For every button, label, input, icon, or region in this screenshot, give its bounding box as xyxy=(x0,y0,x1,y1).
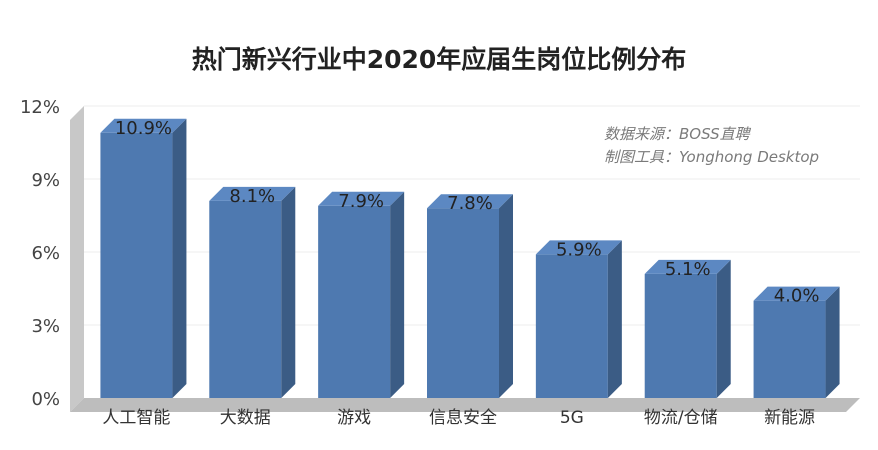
bar xyxy=(644,259,731,398)
bar-side xyxy=(716,259,731,398)
bar xyxy=(427,194,513,398)
bar-side xyxy=(825,286,840,398)
value-label: 7.9% xyxy=(338,191,384,212)
bar-top xyxy=(753,286,840,301)
bar-top xyxy=(209,186,296,201)
value-label: 7.8% xyxy=(447,193,493,214)
value-labels: 10.9% 8.1% 7.9% 7.8% 5.9% 5.1% 4.0% xyxy=(115,118,820,307)
bar xyxy=(209,186,296,398)
bars xyxy=(100,118,840,399)
bar-front xyxy=(100,132,173,398)
bar-top xyxy=(318,191,405,206)
chart-walls xyxy=(70,106,860,412)
y-tick-label: 3% xyxy=(31,316,60,337)
bar-side xyxy=(499,194,513,398)
bar-front xyxy=(318,205,391,398)
bar-front xyxy=(535,254,608,398)
bar-front xyxy=(209,200,282,398)
bar-top xyxy=(644,259,731,274)
bar-top xyxy=(535,240,622,255)
x-tick-label: 物流/仓储 xyxy=(644,408,718,428)
value-label: 5.9% xyxy=(556,239,602,260)
bar-front xyxy=(753,300,826,398)
floor xyxy=(70,398,860,412)
y-tick-label: 9% xyxy=(31,170,60,191)
bar-side xyxy=(281,186,296,398)
x-tick-label: 信息安全 xyxy=(429,408,497,428)
bar-front xyxy=(427,208,499,398)
source-annotation: 数据来源：BOSS直聘 xyxy=(604,125,750,143)
y-tick-label: 12% xyxy=(20,97,60,118)
side-wall xyxy=(70,106,84,412)
x-tick-label: 新能源 xyxy=(764,408,815,428)
y-axis-labels: 0% 3% 6% 9% 12% xyxy=(20,97,60,410)
value-label: 10.9% xyxy=(115,118,172,139)
x-tick-label: 游戏 xyxy=(337,408,371,428)
x-axis-labels: 人工智能 大数据 游戏 信息安全 5G 物流/仓储 新能源 xyxy=(102,408,815,428)
x-tick-label: 大数据 xyxy=(220,408,271,428)
bar-side xyxy=(390,191,405,398)
x-tick-label: 5G xyxy=(560,408,584,428)
bar xyxy=(753,286,840,398)
chart-title: 热门新兴行业中2020年应届生岗位比例分布 xyxy=(191,45,687,74)
x-tick-label: 人工智能 xyxy=(102,408,170,428)
tool-annotation: 制图工具：Yonghong Desktop xyxy=(604,148,820,166)
bar-side xyxy=(607,240,622,398)
bar-side xyxy=(172,118,187,399)
bar xyxy=(100,118,187,399)
y-tick-label: 0% xyxy=(31,389,60,410)
bar-top xyxy=(427,194,513,209)
bar-top xyxy=(100,118,187,133)
bar xyxy=(318,191,405,398)
bar xyxy=(535,240,622,398)
value-label: 8.1% xyxy=(229,186,275,207)
y-tick-label: 6% xyxy=(31,243,60,264)
value-label: 4.0% xyxy=(774,286,820,307)
value-label: 5.1% xyxy=(665,259,711,280)
bar-front xyxy=(644,273,717,398)
